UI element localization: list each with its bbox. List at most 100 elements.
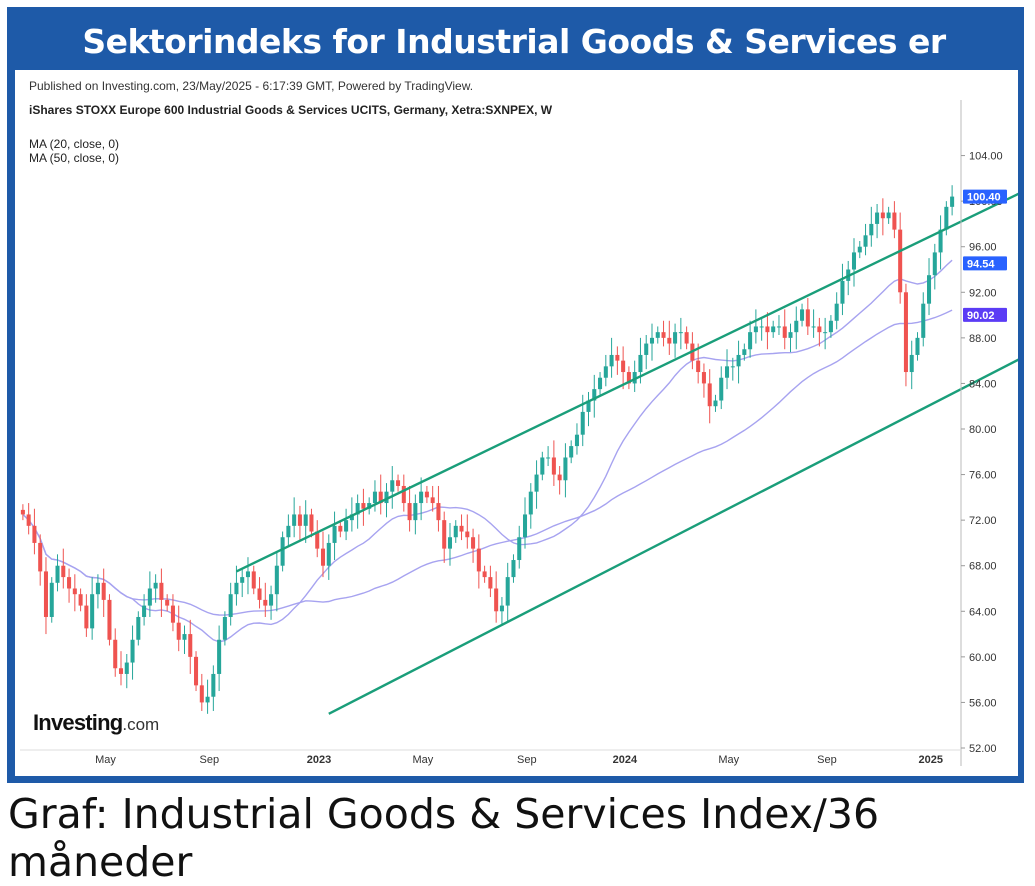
candle-body — [355, 503, 360, 515]
candle-body — [378, 491, 383, 504]
candle-body — [205, 696, 210, 703]
candle-body — [20, 509, 25, 515]
instrument-title: iShares STOXX Europe 600 Industrial Good… — [29, 103, 553, 117]
candle-body — [730, 366, 735, 368]
candle-body — [655, 332, 660, 338]
candle-body — [442, 520, 447, 549]
candle-body — [840, 280, 845, 304]
candle-body — [292, 514, 297, 526]
candle-body — [892, 212, 897, 230]
candle-body — [280, 537, 285, 566]
candle-body — [211, 673, 216, 697]
headline: Sektorindeks for Industrial Goods & Serv… — [82, 22, 946, 113]
channel-lower-line — [328, 358, 1018, 715]
candle-body — [349, 514, 354, 521]
y-tick-label: 60.00 — [969, 652, 997, 664]
legend-ma50: MA (50, close, 0) — [29, 151, 120, 165]
candle-body — [788, 332, 793, 338]
x-tick-label: Sep — [517, 754, 537, 766]
candle-body — [32, 525, 37, 543]
candle-body — [615, 354, 620, 361]
candle-body — [505, 577, 510, 606]
candle-body — [522, 514, 528, 538]
candle-body — [251, 571, 256, 589]
candle-body — [684, 332, 689, 344]
candle-body — [921, 303, 926, 338]
price-chart: 52.00 56.00 60.00 64.00 68.00 72.00 76.00 80.00… — [20, 100, 1018, 766]
caption: Graf: Industrial Goods & Services Index/… — [8, 790, 880, 886]
x-tick-label: May — [718, 754, 739, 766]
candle-body — [147, 588, 152, 606]
candle-body — [482, 571, 487, 578]
candle-body — [517, 537, 522, 561]
candle-body — [476, 548, 481, 572]
candle-body — [95, 582, 100, 595]
candle-body — [938, 229, 943, 253]
candle-body — [471, 537, 476, 549]
candle-body — [499, 605, 504, 612]
candle-body — [574, 434, 579, 447]
candle-body — [367, 503, 372, 509]
candle-body — [944, 206, 949, 230]
legend-ma20: MA (20, close, 0) — [29, 137, 120, 151]
candle-body — [372, 491, 377, 504]
candle-body — [176, 622, 181, 640]
x-tick-label: Sep — [817, 754, 837, 766]
candle-body — [113, 639, 118, 669]
candle-body — [326, 542, 331, 566]
candle-body — [719, 377, 724, 401]
candle-body — [407, 503, 412, 521]
candle-body — [638, 354, 643, 373]
candle-body — [927, 275, 932, 304]
candle-body — [90, 594, 95, 629]
candle-body — [309, 514, 314, 532]
y-tick-label: 88.00 — [969, 333, 997, 345]
candle-body — [165, 599, 170, 606]
candle-body — [725, 366, 730, 378]
x-axis-layer: MaySep2023MaySep2024MaySep2025May — [20, 749, 961, 766]
candle-body — [107, 599, 112, 640]
candle-body — [736, 354, 741, 367]
logo-brand: Investing — [33, 710, 123, 735]
candle-body — [915, 337, 920, 355]
published-line: Published on Investing.com, 23/May/2025 … — [29, 79, 474, 93]
candle-body — [528, 491, 533, 515]
candle-body — [447, 537, 453, 549]
candle-body — [436, 503, 441, 521]
candle-body — [551, 457, 556, 475]
candle-body — [713, 400, 718, 407]
moving-average-layer — [22, 259, 953, 643]
candle-body — [234, 582, 239, 595]
candle-body — [511, 560, 516, 578]
candle-body — [557, 474, 562, 481]
candle-body — [701, 372, 706, 384]
candle-body — [55, 565, 60, 583]
candle-body — [592, 389, 597, 401]
x-tick-label: Sep — [200, 754, 220, 766]
channel-upper-line — [235, 192, 1018, 573]
y-tick-label: 84.00 — [969, 378, 997, 390]
candle-body — [817, 326, 822, 333]
ma50-line — [22, 309, 953, 616]
candle-body — [240, 577, 245, 583]
candle-body — [424, 491, 429, 498]
candle-body — [269, 594, 274, 606]
candle-body — [857, 246, 862, 253]
candle-body — [159, 582, 164, 600]
candle-body — [742, 349, 747, 355]
candle-body — [118, 668, 124, 674]
x-tick-label: 2023 — [307, 754, 331, 766]
y-tick-label: 72.00 — [969, 515, 997, 527]
candle-body — [245, 571, 250, 578]
price-tag-box — [963, 256, 1007, 271]
y-tick-label: 96.00 — [969, 242, 997, 254]
candle-body — [632, 372, 637, 384]
ma20-line — [22, 259, 953, 643]
candle-body — [823, 332, 828, 334]
candle-body — [753, 326, 758, 333]
candle-body — [488, 577, 493, 589]
candle-body — [621, 360, 626, 373]
trend-channel-layer — [235, 192, 1018, 715]
candle-body — [782, 326, 787, 338]
candle-body — [26, 514, 31, 526]
